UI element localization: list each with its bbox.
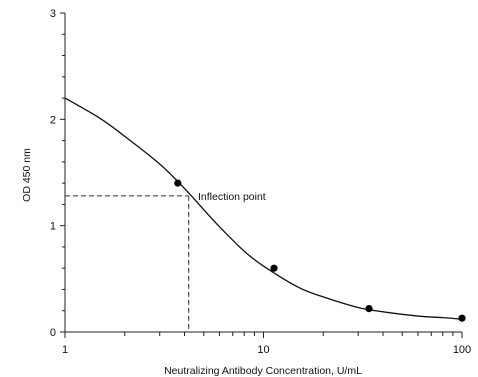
y-tick-label: 2 — [50, 114, 56, 126]
data-point — [458, 314, 466, 322]
y-tick-label: 3 — [50, 8, 56, 20]
x-axis-title: Neutralizing Antibody Concentration, U/m… — [164, 365, 362, 377]
data-points-group — [174, 179, 466, 322]
y-tick-label: 1 — [50, 221, 56, 233]
y-tick-label: 0 — [50, 327, 56, 339]
x-tick-label: 100 — [453, 344, 471, 356]
x-tick-label: 10 — [257, 344, 269, 356]
x-tick-label: 1 — [62, 344, 68, 356]
data-point — [174, 179, 182, 187]
inflection-point-label: Inflection point — [198, 191, 266, 203]
data-point — [365, 305, 373, 313]
axes — [64, 13, 462, 333]
data-point — [270, 264, 278, 272]
fitted-curve-line — [64, 97, 463, 320]
y-axis-title: OD 450 nm — [21, 148, 33, 202]
inflection-guides — [65, 195, 190, 332]
fitted-curve-group — [64, 97, 463, 320]
